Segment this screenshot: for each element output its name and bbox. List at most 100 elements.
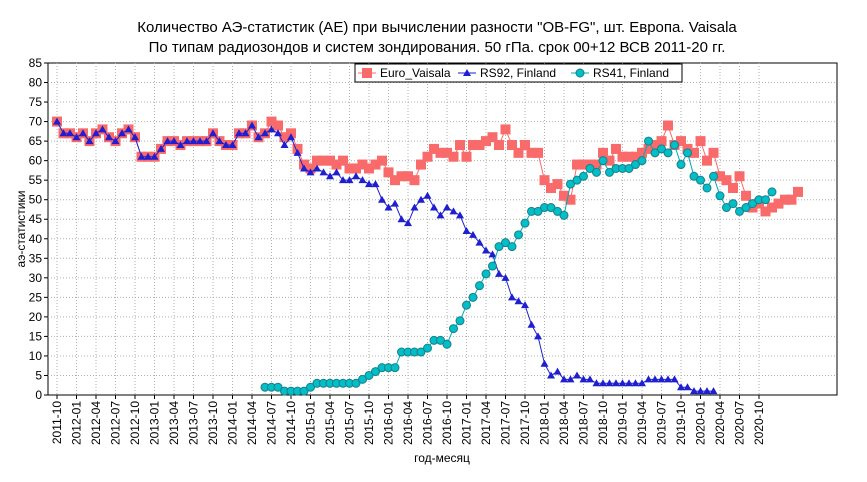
data-point bbox=[339, 176, 347, 184]
x-tick-label: 2012-10 bbox=[128, 401, 142, 445]
data-point bbox=[371, 367, 380, 377]
x-tick-label: 2018-04 bbox=[557, 401, 571, 445]
y-axis-label: аэ-статистики bbox=[14, 191, 28, 268]
data-point bbox=[481, 136, 491, 147]
data-point bbox=[702, 155, 712, 166]
data-point bbox=[92, 129, 100, 137]
legend: Euro_Vaisala RS92, Finland RS41, Finland bbox=[354, 63, 683, 83]
data-point bbox=[585, 163, 595, 173]
y-tick-label: 50 bbox=[29, 193, 43, 207]
data-point bbox=[443, 203, 451, 211]
data-point bbox=[514, 230, 523, 240]
data-point bbox=[695, 136, 706, 147]
data-point bbox=[767, 202, 777, 213]
data-point bbox=[566, 179, 575, 189]
y-tick-label: 5 bbox=[35, 368, 42, 382]
x-tick-label: 2014-01 bbox=[226, 401, 240, 445]
data-point bbox=[559, 210, 569, 220]
data-point bbox=[553, 367, 562, 375]
data-point bbox=[579, 171, 588, 181]
data-point bbox=[605, 379, 614, 387]
y-tick-label: 20 bbox=[29, 310, 43, 324]
data-point bbox=[624, 151, 634, 162]
data-point bbox=[468, 292, 478, 302]
data-point bbox=[612, 379, 620, 387]
x-tick-label: 2012-01 bbox=[70, 401, 84, 445]
data-point bbox=[604, 155, 615, 166]
y-axis: 0 5 10 15 20 25 30 35 40 45 50 55 60 65 70 75 80 85 bbox=[29, 56, 48, 402]
x-tick-label: 2018-01 bbox=[538, 401, 552, 445]
data-point bbox=[715, 171, 725, 182]
data-point bbox=[358, 176, 367, 184]
data-point bbox=[482, 246, 490, 254]
data-point bbox=[383, 167, 394, 178]
data-point bbox=[351, 163, 361, 174]
data-point bbox=[124, 125, 133, 133]
data-point bbox=[280, 141, 289, 149]
data-point bbox=[598, 156, 608, 166]
chart-title: Количество АЭ-статистик (АЕ) при вычисле… bbox=[137, 19, 737, 36]
data-point bbox=[761, 195, 770, 205]
data-point bbox=[85, 137, 94, 145]
x-tick-label: 2013-10 bbox=[206, 401, 220, 445]
data-point bbox=[501, 273, 510, 281]
data-point bbox=[715, 191, 725, 201]
data-point bbox=[578, 159, 589, 170]
data-point bbox=[534, 332, 542, 340]
data-point bbox=[254, 133, 263, 141]
data-point bbox=[98, 125, 107, 133]
data-point bbox=[702, 183, 712, 193]
x-tick-label: 2011-10 bbox=[50, 401, 64, 444]
x-tick-label: 2013-01 bbox=[148, 401, 162, 445]
data-point bbox=[397, 215, 406, 223]
y-tick-label: 30 bbox=[29, 271, 43, 285]
data-point bbox=[448, 151, 459, 162]
data-point bbox=[598, 147, 608, 158]
data-point bbox=[689, 147, 699, 158]
x-axis: 2011-10 2012-01 2012-04 2012-07 2012-10 2013-… bbox=[50, 395, 766, 445]
data-point bbox=[643, 143, 654, 154]
data-point bbox=[351, 378, 361, 388]
data-point bbox=[325, 155, 335, 166]
data-point bbox=[670, 140, 679, 150]
data-point bbox=[560, 375, 568, 383]
x-tick-label: 2018-07 bbox=[577, 401, 591, 445]
data-point bbox=[273, 382, 283, 392]
data-point bbox=[189, 137, 198, 145]
data-point bbox=[390, 175, 400, 186]
data-point bbox=[709, 171, 718, 181]
data-point bbox=[760, 206, 771, 217]
data-point bbox=[670, 375, 679, 383]
data-point bbox=[331, 159, 342, 170]
y-tick-label: 85 bbox=[29, 56, 43, 70]
data-point bbox=[786, 194, 797, 205]
data-point bbox=[507, 140, 517, 151]
y-tick-label: 60 bbox=[29, 154, 43, 168]
x-tick-label: 2013-07 bbox=[187, 401, 201, 445]
data-point bbox=[708, 147, 719, 158]
data-point bbox=[267, 125, 276, 133]
data-point bbox=[423, 343, 432, 353]
data-point bbox=[605, 167, 614, 177]
data-point bbox=[261, 129, 269, 137]
data-point bbox=[300, 164, 308, 172]
data-point bbox=[312, 155, 322, 166]
y-tick-label: 80 bbox=[29, 76, 43, 90]
data-point bbox=[345, 176, 354, 184]
data-point bbox=[696, 387, 705, 395]
data-point bbox=[422, 151, 433, 162]
data-point bbox=[266, 116, 277, 127]
data-point bbox=[507, 242, 517, 252]
legend-marker bbox=[463, 69, 471, 76]
data-point bbox=[664, 375, 672, 383]
data-point bbox=[533, 206, 543, 216]
data-point bbox=[741, 203, 751, 213]
data-point bbox=[332, 168, 341, 176]
data-point bbox=[364, 163, 374, 174]
data-point bbox=[279, 132, 290, 143]
legend-box bbox=[354, 63, 683, 83]
data-point bbox=[547, 371, 555, 379]
y-tick-label: 25 bbox=[29, 290, 43, 304]
data-point bbox=[384, 203, 393, 211]
